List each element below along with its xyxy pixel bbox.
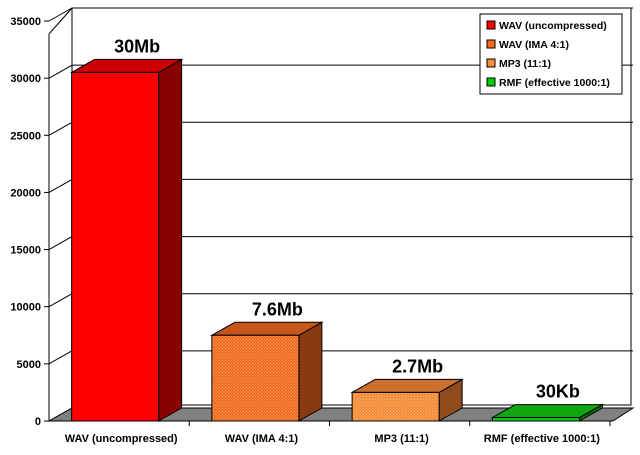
bar-side [158,58,183,422]
legend-swatch [486,39,496,49]
gridline-side [48,121,73,136]
plot-side-edge [48,7,73,35]
legend-swatch [486,77,496,87]
y-tick-label: 20000 [10,187,41,199]
gridline-side [48,7,73,22]
y-tick-label: 35000 [10,16,41,28]
x-tick-label: WAV (IMA 4:1) [225,433,299,445]
legend-swatch [486,58,496,68]
data-label: 30Kb [536,382,580,402]
y-tick-label: 15000 [10,245,41,257]
gridline-side [48,178,73,193]
y-tick-label: 30000 [10,73,41,85]
x-tick-label: WAV (uncompressed) [65,433,178,445]
y-tick-label: 5000 [17,359,41,371]
data-label: 7.6Mb [252,299,303,319]
data-label: 2.7Mb [392,356,443,376]
gridline-side [48,236,73,251]
legend-label: WAV (IMA 4:1) [499,39,569,51]
gridline-side [48,350,73,365]
y-tick-label: 0 [35,416,41,428]
x-tick-label: MP3 (11:1) [374,433,429,445]
legend: WAV (uncompressed) WAV (IMA 4:1) MP3 (11:1… [479,13,623,95]
gridline-side [48,64,73,79]
gridline-side [48,293,73,308]
y-tick-label: 10000 [10,302,41,314]
bar-side [298,321,323,422]
legend-swatch [486,20,496,30]
bar [211,334,300,422]
legend-label: WAV (uncompressed) [499,20,607,32]
x-tick-label: RMF (effective 1000:1) [484,433,600,445]
bar [491,417,580,422]
legend-label: MP3 (11:1) [499,58,551,70]
legend-box [479,13,623,95]
bar [351,391,440,422]
data-label: 30Mb [114,36,160,56]
y-tick-label: 25000 [10,130,41,142]
bar [71,71,160,422]
legend-label: RMF (effective 1000:1) [499,77,610,89]
